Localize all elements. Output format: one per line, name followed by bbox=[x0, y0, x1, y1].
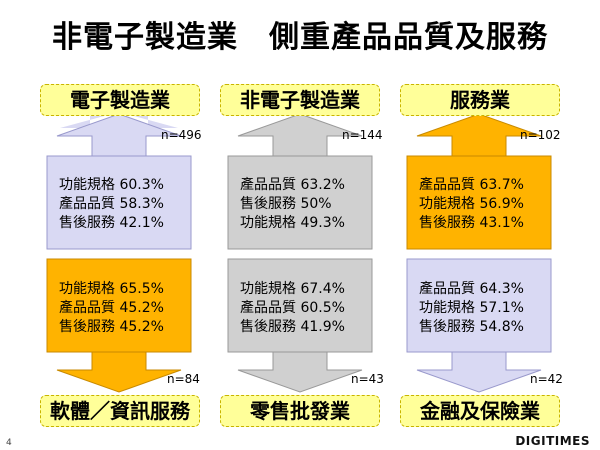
bottom-sample-size: n=84 bbox=[167, 372, 200, 386]
top-percent-box: 產品品質 63.2% 售後服務 50% 功能規格 49.3% bbox=[228, 162, 372, 248]
bottom-category-pill: 零售批發業 bbox=[220, 395, 380, 427]
bottom-line-2: 功能規格 57.1% bbox=[419, 300, 524, 316]
bottom-category-pill: 金融及保險業 bbox=[400, 395, 560, 427]
top-line-3: 售後服務 42.1% bbox=[59, 215, 164, 231]
up-arrow-shape bbox=[227, 113, 373, 250]
bottom-sample-size: n=43 bbox=[351, 372, 384, 386]
top-line-3: 功能規格 49.3% bbox=[240, 215, 345, 231]
bottom-line-3: 售後服務 45.2% bbox=[59, 319, 164, 335]
bottom-line-1: 功能規格 65.5% bbox=[59, 281, 164, 297]
top-sample-size: n=102 bbox=[520, 128, 561, 142]
bottom-percent-box: 功能規格 67.4% 產品品質 60.5% 售後服務 41.9% bbox=[228, 266, 372, 352]
bottom-line-2: 產品品質 60.5% bbox=[240, 300, 345, 316]
down-arrow-shape bbox=[406, 258, 552, 393]
bottom-line-2: 產品品質 45.2% bbox=[59, 300, 164, 316]
top-category-pill: 非電子製造業 bbox=[220, 84, 380, 116]
bottom-sample-size: n=42 bbox=[530, 372, 563, 386]
bottom-line-1: 產品品質 64.3% bbox=[419, 281, 524, 297]
top-line-2: 功能規格 56.9% bbox=[419, 196, 524, 212]
bottom-category-pill: 軟體／資訊服務 bbox=[40, 395, 200, 427]
up-arrow-shape bbox=[406, 113, 552, 250]
up-arrow-shape bbox=[46, 112, 192, 250]
top-sample-size: n=496 bbox=[161, 128, 202, 142]
page-number: 4 bbox=[6, 438, 12, 448]
bottom-percent-box: 功能規格 65.5% 產品品質 45.2% 售後服務 45.2% bbox=[47, 266, 191, 352]
top-line-2: 售後服務 50% bbox=[240, 196, 332, 212]
top-percent-box: 產品品質 63.7% 功能規格 56.9% 售後服務 43.1% bbox=[407, 162, 551, 248]
top-category-pill: 服務業 bbox=[400, 84, 560, 116]
top-sample-size: n=144 bbox=[342, 128, 383, 142]
digitimes-logo: DIGITIMES bbox=[515, 434, 590, 448]
bottom-line-3: 售後服務 54.8% bbox=[419, 319, 524, 335]
down-arrow-shape bbox=[46, 258, 192, 393]
top-line-2: 產品品質 58.3% bbox=[59, 196, 164, 212]
bottom-line-1: 功能規格 67.4% bbox=[240, 281, 345, 297]
top-line-1: 功能規格 60.3% bbox=[59, 177, 164, 193]
slide-title: 非電子製造業 側重產品品質及服務 bbox=[52, 20, 548, 55]
top-category-pill: 電子製造業 bbox=[40, 84, 200, 116]
top-line-1: 產品品質 63.7% bbox=[419, 177, 524, 193]
bottom-line-3: 售後服務 41.9% bbox=[240, 319, 345, 335]
bottom-percent-box: 產品品質 64.3% 功能規格 57.1% 售後服務 54.8% bbox=[407, 266, 551, 352]
top-percent-box: 功能規格 60.3% 產品品質 58.3% 售後服務 42.1% bbox=[47, 162, 191, 248]
down-arrow-shape bbox=[227, 258, 373, 393]
top-line-3: 售後服務 43.1% bbox=[419, 215, 524, 231]
top-line-1: 產品品質 63.2% bbox=[240, 177, 345, 193]
